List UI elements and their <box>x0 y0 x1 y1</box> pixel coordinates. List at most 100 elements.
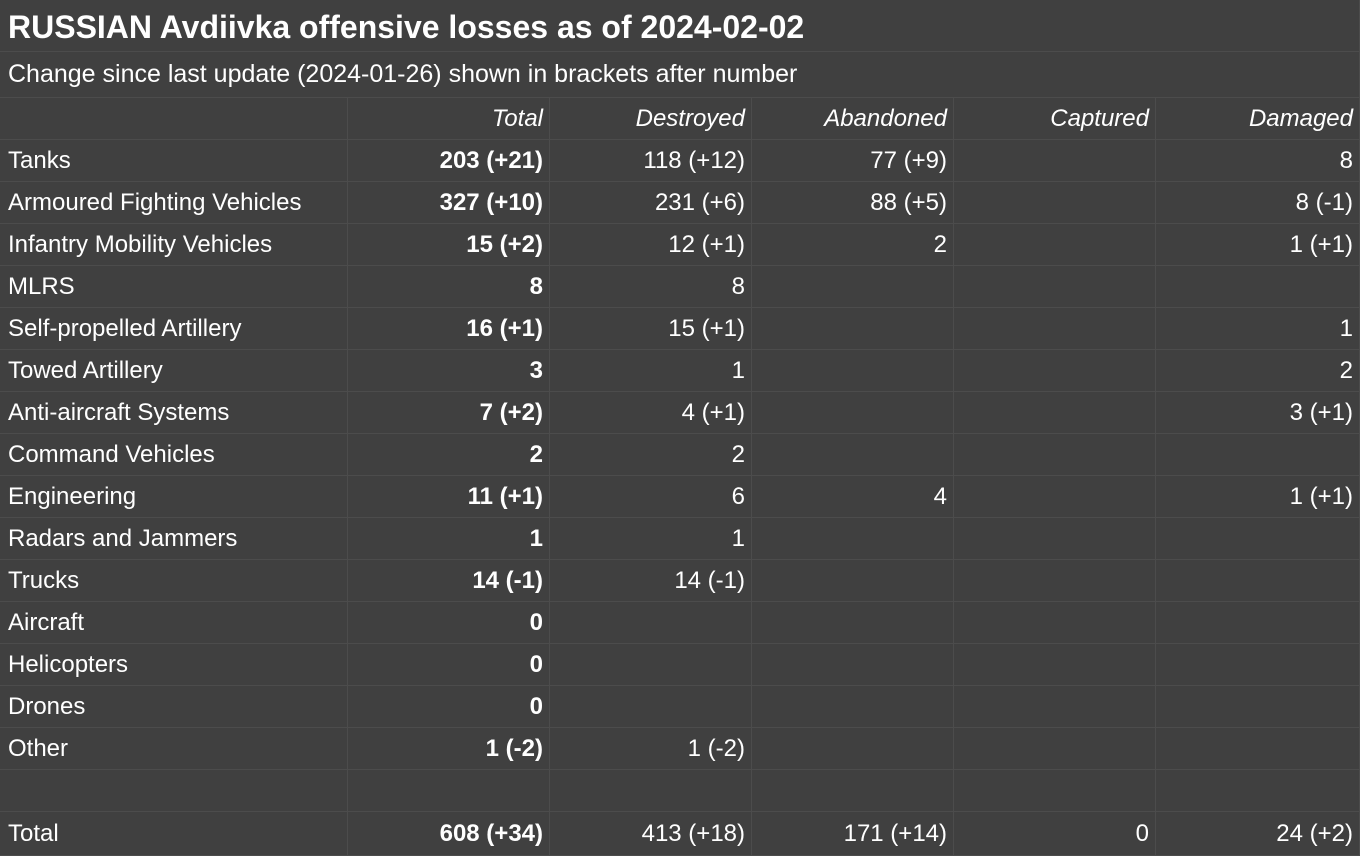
table-row-captured-cell[interactable] <box>954 224 1156 266</box>
table-row-damaged-cell[interactable]: 3 (+1) <box>1156 392 1360 434</box>
table-row-destroyed-cell[interactable]: 1 <box>550 350 752 392</box>
table-row-total-cell[interactable]: 0 <box>348 686 550 728</box>
table-row-captured-cell[interactable] <box>954 686 1156 728</box>
table-row-total-cell[interactable]: 2 <box>348 434 550 476</box>
table-row-total-cell[interactable]: 11 (+1) <box>348 476 550 518</box>
header-abandoned[interactable]: Abandoned <box>752 98 954 140</box>
table-row-damaged-cell[interactable]: 1 <box>1156 308 1360 350</box>
table-row-abandoned-cell[interactable] <box>752 350 954 392</box>
table-row-damaged-cell[interactable] <box>1156 518 1360 560</box>
table-row-destroyed-cell[interactable]: 15 (+1) <box>550 308 752 350</box>
table-row-total-cell[interactable]: 1 <box>348 518 550 560</box>
table-row-destroyed-cell[interactable] <box>550 686 752 728</box>
table-row-abandoned-cell[interactable]: 4 <box>752 476 954 518</box>
table-row-captured-cell[interactable] <box>954 266 1156 308</box>
empty-cell[interactable] <box>1156 0 1360 52</box>
table-row-captured-cell[interactable] <box>954 308 1156 350</box>
table-row-destroyed-cell[interactable] <box>550 644 752 686</box>
empty-cell[interactable] <box>752 770 954 812</box>
table-row-damaged-cell[interactable]: 8 (-1) <box>1156 182 1360 224</box>
table-row-total-cell[interactable]: 0 <box>348 602 550 644</box>
table-row-abandoned-cell[interactable] <box>752 392 954 434</box>
table-row-abandoned-cell[interactable] <box>752 560 954 602</box>
table-row-destroyed-cell[interactable]: 1 (-2) <box>550 728 752 770</box>
table-row-total-cell[interactable]: 1 (-2) <box>348 728 550 770</box>
table-row-category-cell[interactable]: Helicopters <box>0 644 348 686</box>
table-row-total-cell[interactable]: 8 <box>348 266 550 308</box>
table-row-total-cell[interactable]: 16 (+1) <box>348 308 550 350</box>
total-row-destroyed-cell[interactable]: 413 (+18) <box>550 812 752 856</box>
header-damaged[interactable]: Damaged <box>1156 98 1360 140</box>
table-row-category-cell[interactable]: Infantry Mobility Vehicles <box>0 224 348 266</box>
table-row-damaged-cell[interactable] <box>1156 728 1360 770</box>
table-row-abandoned-cell[interactable] <box>752 644 954 686</box>
table-row-damaged-cell[interactable] <box>1156 266 1360 308</box>
table-row-destroyed-cell[interactable]: 118 (+12) <box>550 140 752 182</box>
total-row-damaged-cell[interactable]: 24 (+2) <box>1156 812 1360 856</box>
table-row-captured-cell[interactable] <box>954 350 1156 392</box>
table-row-damaged-cell[interactable] <box>1156 644 1360 686</box>
empty-cell[interactable] <box>550 770 752 812</box>
table-row-abandoned-cell[interactable] <box>752 602 954 644</box>
table-row-damaged-cell[interactable] <box>1156 560 1360 602</box>
table-row-category-cell[interactable]: Aircraft <box>0 602 348 644</box>
table-row-category-cell[interactable]: Drones <box>0 686 348 728</box>
table-row-category-cell[interactable]: Tanks <box>0 140 348 182</box>
table-row-abandoned-cell[interactable] <box>752 434 954 476</box>
table-row-total-cell[interactable]: 203 (+21) <box>348 140 550 182</box>
table-row-category-cell[interactable]: Command Vehicles <box>0 434 348 476</box>
table-row-category-cell[interactable]: Anti-aircraft Systems <box>0 392 348 434</box>
header-destroyed[interactable]: Destroyed <box>550 98 752 140</box>
table-row-category-cell[interactable]: MLRS <box>0 266 348 308</box>
table-row-total-cell[interactable]: 0 <box>348 644 550 686</box>
table-row-total-cell[interactable]: 327 (+10) <box>348 182 550 224</box>
table-row-destroyed-cell[interactable]: 4 (+1) <box>550 392 752 434</box>
table-row-abandoned-cell[interactable] <box>752 266 954 308</box>
table-row-destroyed-cell[interactable]: 231 (+6) <box>550 182 752 224</box>
empty-cell[interactable] <box>348 770 550 812</box>
header-total[interactable]: Total <box>348 98 550 140</box>
table-row-category-cell[interactable]: Self-propelled Artillery <box>0 308 348 350</box>
table-row-captured-cell[interactable] <box>954 602 1156 644</box>
table-row-destroyed-cell[interactable]: 14 (-1) <box>550 560 752 602</box>
table-row-damaged-cell[interactable]: 1 (+1) <box>1156 224 1360 266</box>
table-row-abandoned-cell[interactable] <box>752 686 954 728</box>
table-row-abandoned-cell[interactable] <box>752 308 954 350</box>
table-row-total-cell[interactable]: 3 <box>348 350 550 392</box>
table-row-category-cell[interactable]: Other <box>0 728 348 770</box>
table-row-total-cell[interactable]: 7 (+2) <box>348 392 550 434</box>
table-row-destroyed-cell[interactable]: 12 (+1) <box>550 224 752 266</box>
table-row-category-cell[interactable]: Radars and Jammers <box>0 518 348 560</box>
table-row-captured-cell[interactable] <box>954 518 1156 560</box>
empty-cell[interactable] <box>954 770 1156 812</box>
sheet-title[interactable]: RUSSIAN Avdiivka offensive losses as of … <box>0 0 1156 52</box>
table-row-category-cell[interactable]: Armoured Fighting Vehicles <box>0 182 348 224</box>
table-row-captured-cell[interactable] <box>954 182 1156 224</box>
table-row-abandoned-cell[interactable]: 88 (+5) <box>752 182 954 224</box>
header-category[interactable] <box>0 98 348 140</box>
table-row-abandoned-cell[interactable] <box>752 518 954 560</box>
table-row-destroyed-cell[interactable]: 2 <box>550 434 752 476</box>
table-row-category-cell[interactable]: Towed Artillery <box>0 350 348 392</box>
table-row-damaged-cell[interactable]: 8 <box>1156 140 1360 182</box>
table-row-category-cell[interactable]: Engineering <box>0 476 348 518</box>
sheet-subtitle[interactable]: Change since last update (2024-01-26) sh… <box>0 52 1156 98</box>
empty-cell[interactable] <box>1156 52 1360 98</box>
table-row-damaged-cell[interactable]: 1 (+1) <box>1156 476 1360 518</box>
total-row-abandoned-cell[interactable]: 171 (+14) <box>752 812 954 856</box>
total-row-category-cell[interactable]: Total <box>0 812 348 856</box>
table-row-captured-cell[interactable] <box>954 434 1156 476</box>
table-row-abandoned-cell[interactable]: 77 (+9) <box>752 140 954 182</box>
table-row-destroyed-cell[interactable] <box>550 602 752 644</box>
total-row-captured-cell[interactable]: 0 <box>954 812 1156 856</box>
table-row-damaged-cell[interactable] <box>1156 686 1360 728</box>
table-row-damaged-cell[interactable]: 2 <box>1156 350 1360 392</box>
table-row-damaged-cell[interactable] <box>1156 434 1360 476</box>
table-row-damaged-cell[interactable] <box>1156 602 1360 644</box>
table-row-captured-cell[interactable] <box>954 560 1156 602</box>
table-row-category-cell[interactable]: Trucks <box>0 560 348 602</box>
table-row-abandoned-cell[interactable] <box>752 728 954 770</box>
table-row-total-cell[interactable]: 15 (+2) <box>348 224 550 266</box>
table-row-captured-cell[interactable] <box>954 392 1156 434</box>
table-row-captured-cell[interactable] <box>954 140 1156 182</box>
